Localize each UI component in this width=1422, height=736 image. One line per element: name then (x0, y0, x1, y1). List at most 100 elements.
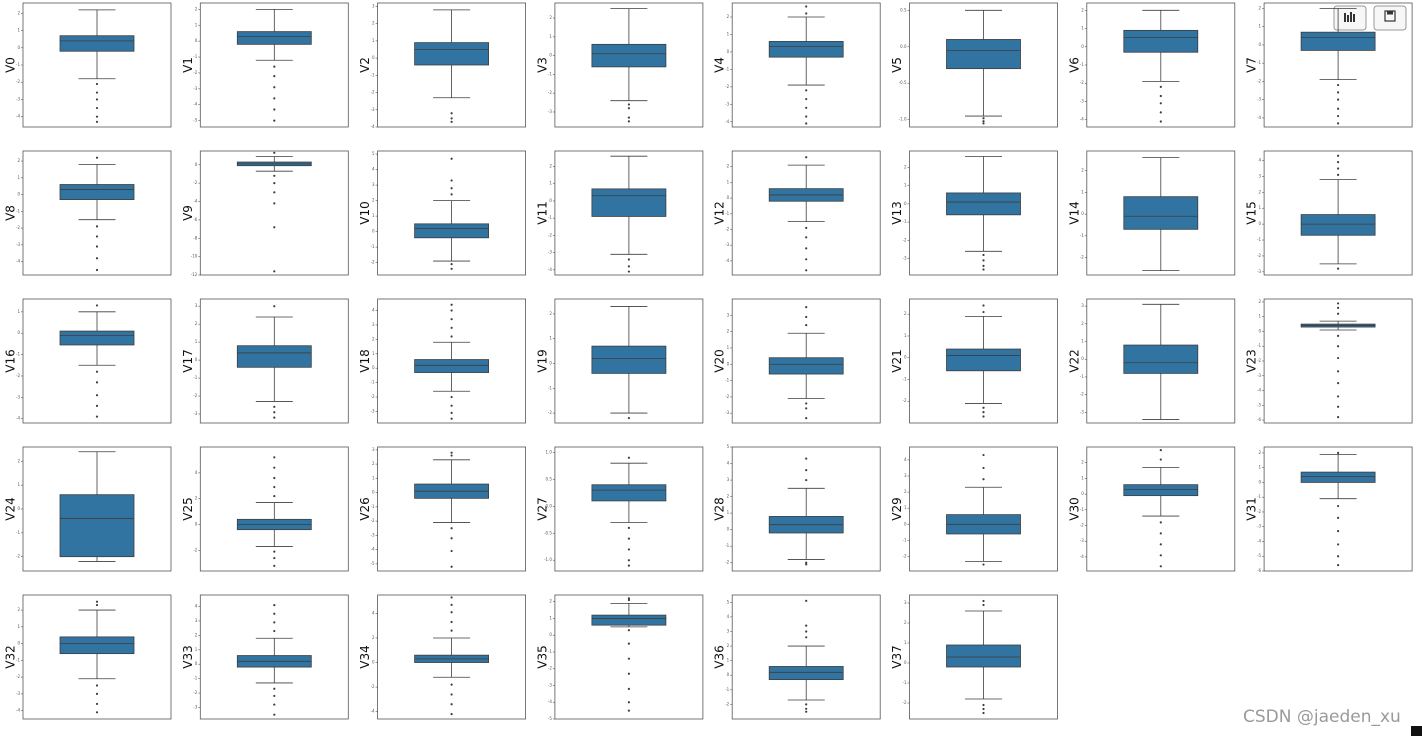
outlier (450, 267, 453, 270)
subplot: -2 -1 0 1 2 V19 (535, 298, 704, 424)
outlier (95, 415, 99, 418)
outlier (1337, 395, 1340, 398)
y-tick-label: 2 (1081, 321, 1084, 326)
y-tick-label: -1 (548, 215, 552, 220)
outlier (95, 268, 99, 272)
y-tick-label: -2 (725, 701, 729, 706)
y-tick-label: 0.0 (900, 44, 907, 49)
axes-frame (909, 150, 1058, 276)
y-tick-label: 1 (549, 34, 552, 39)
box (1123, 196, 1199, 230)
outlier (982, 453, 985, 457)
outlier (805, 12, 808, 15)
subplot: -2 0 2 4 V25 (181, 446, 349, 572)
y-tick-label: -3 (548, 109, 552, 114)
outlier (450, 712, 453, 716)
outlier (450, 549, 453, 553)
outlier (627, 416, 631, 420)
save-button[interactable] (1373, 5, 1407, 31)
y-tick-label: 1 (372, 213, 375, 218)
axes-frame (377, 298, 527, 424)
outlier (95, 370, 99, 373)
axes-frame (909, 594, 1058, 720)
subplot: -4 -3 -2 -1 0 1 2 V4 (713, 2, 881, 128)
outlier (95, 115, 99, 118)
outlier (627, 107, 631, 110)
outlier (273, 151, 276, 154)
y-axis-label: V25 (181, 497, 195, 520)
y-tick-label: -2 (371, 90, 375, 95)
outlier (273, 694, 276, 698)
subplot: -4 -3 -2 -1 0 1 2 3 V2 (358, 2, 527, 129)
outlier (273, 603, 276, 607)
subplot: -12 -10 -8 -6 -4 -2 0 V9 (181, 150, 349, 277)
outlier (95, 702, 99, 706)
y-tick-label: -3 (193, 411, 197, 416)
y-tick-label: -2 (1257, 253, 1261, 258)
outlier (805, 324, 808, 327)
outlier (627, 597, 631, 600)
outlier (805, 306, 808, 309)
y-tick-label: -3 (1080, 409, 1084, 414)
y-tick-label: -1 (16, 352, 20, 357)
y-tick-label: 4 (195, 470, 198, 475)
y-tick-label: 0 (1081, 491, 1084, 496)
y-axis-label: V18 (358, 349, 372, 372)
outlier (273, 494, 276, 498)
outlier (95, 600, 99, 603)
outlier (95, 82, 99, 86)
outlier (1337, 83, 1340, 87)
outlier (273, 270, 276, 273)
box (59, 35, 135, 52)
outlier (982, 603, 985, 607)
outlier (805, 106, 808, 109)
y-tick-label: 3 (195, 303, 198, 308)
y-axis-label: V22 (1067, 349, 1081, 372)
outlier (273, 191, 276, 194)
y-tick-label: -1 (193, 375, 197, 380)
outlier (1337, 98, 1340, 101)
subplot: -3 -2 -1 0 1 2 3 4 V18 (358, 298, 527, 424)
y-tick-label: -1 (903, 376, 907, 381)
outlier (273, 703, 276, 706)
y-tick-label: -1 (903, 219, 907, 224)
outlier (95, 245, 99, 248)
y-tick-label: 0 (17, 45, 20, 50)
outlier (273, 476, 276, 480)
y-tick-label: -3 (16, 242, 20, 247)
y-axis-label: V37 (890, 645, 904, 668)
subplot: -4 -3 -2 -1 0 1 2 V30 (1067, 446, 1236, 572)
subplot: -4 -3 -2 -1 0 1 2 V8 (4, 150, 172, 276)
y-tick-label: -6 (1257, 568, 1261, 573)
outlier (805, 97, 808, 101)
outlier (95, 381, 99, 384)
y-axis-label: V29 (890, 497, 904, 520)
y-axis-label: V24 (4, 497, 18, 520)
y-tick-label: -4 (1257, 388, 1261, 393)
outlier (273, 75, 276, 78)
outlier (627, 642, 631, 645)
box (768, 41, 844, 58)
y-tick-label: 0 (17, 506, 20, 511)
y-tick-label: 2 (1259, 450, 1262, 455)
y-tick-label: 4 (372, 610, 375, 615)
y-tick-label: -3 (1257, 97, 1261, 102)
outlier (450, 565, 453, 568)
y-tick-label: -5 (1257, 402, 1261, 407)
outlier (1159, 449, 1162, 452)
y-tick-label: -4 (193, 102, 197, 107)
y-tick-label: 1 (904, 640, 907, 645)
outlier (1159, 94, 1162, 98)
y-tick-label: 2 (904, 620, 907, 625)
y-tick-label: -1 (371, 244, 375, 249)
subplot: -3 -2 -1 0 1 2 V3 (535, 2, 704, 128)
y-tick-label: 0 (1259, 221, 1262, 226)
outlier (450, 703, 453, 706)
box (591, 43, 667, 68)
outlier (273, 174, 276, 177)
y-tick-label: -2 (903, 554, 907, 559)
y-tick-label: -1 (16, 657, 20, 662)
y-tick-label: -5 (193, 118, 197, 123)
y-tick-label: -5 (548, 716, 552, 721)
outlier (982, 259, 985, 262)
